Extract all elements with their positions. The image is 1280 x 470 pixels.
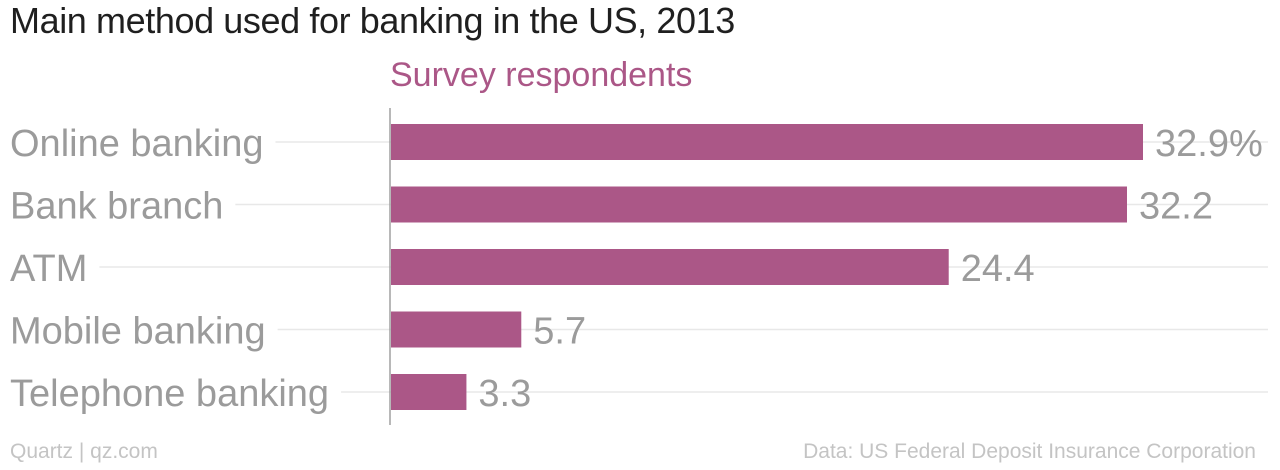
bar-value-label: 24.4: [961, 248, 1035, 290]
category-label: Online banking: [10, 123, 264, 165]
bar-value-label: 5.7: [533, 311, 586, 353]
bar: [391, 311, 522, 348]
footer-source-brand: Quartz | qz.com: [10, 440, 158, 463]
chart-title: Main method used for banking in the US, …: [10, 0, 735, 41]
bar: [391, 124, 1143, 160]
bar-value-label: 3.3: [478, 373, 531, 415]
category-label: Mobile banking: [10, 311, 266, 353]
category-label: ATM: [10, 248, 87, 290]
footer-data-credit: Data: US Federal Deposit Insurance Corpo…: [803, 440, 1256, 463]
bar: [391, 249, 949, 285]
category-label: Telephone banking: [10, 373, 329, 415]
bar-value-label: 32.9%: [1155, 123, 1263, 165]
bar: [391, 186, 1127, 223]
bar: [391, 374, 467, 410]
category-label: Bank branch: [10, 186, 223, 228]
bar-value-label: 32.2: [1139, 186, 1213, 228]
series-header: Survey respondents: [390, 56, 693, 94]
